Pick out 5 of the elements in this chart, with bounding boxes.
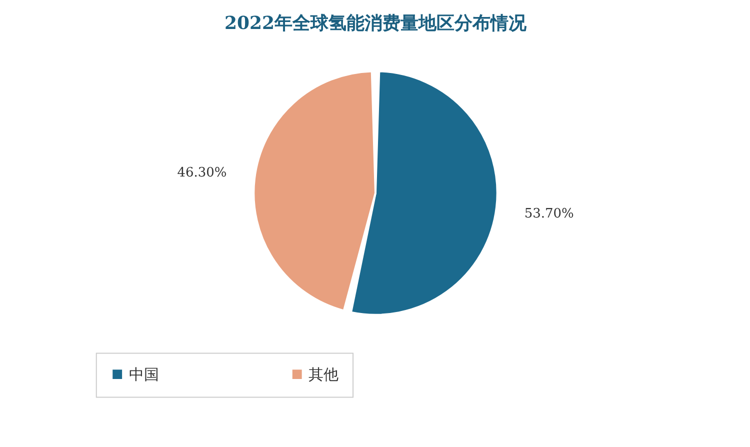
data-label: 46.30% [177, 166, 227, 181]
data-label: 53.70% [524, 206, 574, 222]
legend-label: 中国 [128, 365, 159, 384]
chart-title: 2022年全球氢能消费量地区分布情况 [224, 13, 528, 34]
legend-label: 其他 [308, 365, 339, 384]
